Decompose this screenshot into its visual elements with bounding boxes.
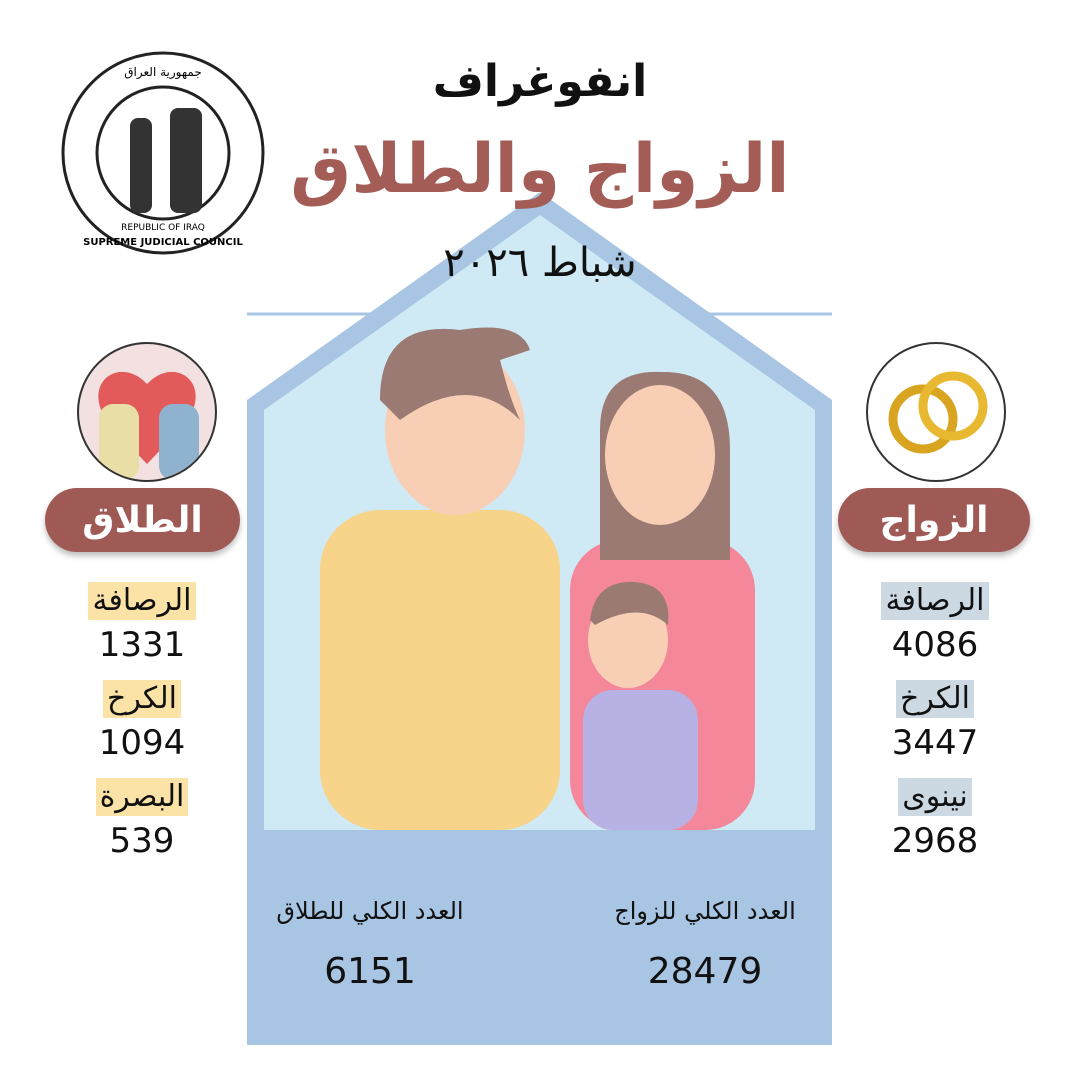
marriage-total-label: العدد الكلي للزواج bbox=[614, 897, 796, 925]
divorce-region-label: الكرخ bbox=[103, 680, 181, 718]
divorce-region-label: البصرة bbox=[95, 778, 189, 816]
logo-english-name: SUPREME JUDICIAL COUNCIL bbox=[83, 237, 243, 248]
date-label: شباط ٢٠٢٦ bbox=[443, 240, 637, 286]
marriage-region-label: الرصافة bbox=[881, 582, 989, 620]
marriage-region-value: 2968 bbox=[891, 821, 979, 861]
supreme-judicial-council-logo: جمهورية العراق REPUBLIC OF IRAQ SUPREME … bbox=[58, 48, 268, 258]
divorce-badge: الطلاق bbox=[45, 488, 240, 552]
divorce-region-value: 539 bbox=[109, 821, 175, 861]
page-title: الزواج والطلاق bbox=[290, 130, 790, 209]
wedding-rings-icon bbox=[866, 342, 1006, 482]
divorce-region-value: 1331 bbox=[98, 625, 186, 665]
logo-arabic-top: جمهورية العراق bbox=[124, 65, 202, 80]
marriage-region-value: 3447 bbox=[891, 723, 979, 763]
broken-heart-couple-icon bbox=[77, 342, 217, 482]
divorce-total-label: العدد الكلي للطلاق bbox=[276, 897, 464, 925]
marriage-region-value: 4086 bbox=[891, 625, 979, 665]
divorce-region-value: 1094 bbox=[98, 723, 186, 763]
marriage-region-label: الكرخ bbox=[896, 680, 974, 718]
family-illustration bbox=[320, 327, 755, 830]
divorce-region-label: الرصافة bbox=[88, 582, 196, 620]
marriage-list: الرصافة 4086 الكرخ 3447 نينوى 2968 bbox=[835, 582, 1035, 862]
divorce-list: الرصافة 1331 الكرخ 1094 البصرة 539 bbox=[42, 582, 242, 862]
infographic-kicker: انفوغراف bbox=[432, 56, 648, 107]
marriage-region-label: نينوى bbox=[898, 778, 972, 816]
marriage-badge: الزواج bbox=[838, 488, 1030, 552]
logo-english-top: REPUBLIC OF IRAQ bbox=[121, 223, 205, 233]
divorce-total-value: 6151 bbox=[324, 951, 416, 992]
marriage-total-value: 28479 bbox=[647, 951, 763, 992]
